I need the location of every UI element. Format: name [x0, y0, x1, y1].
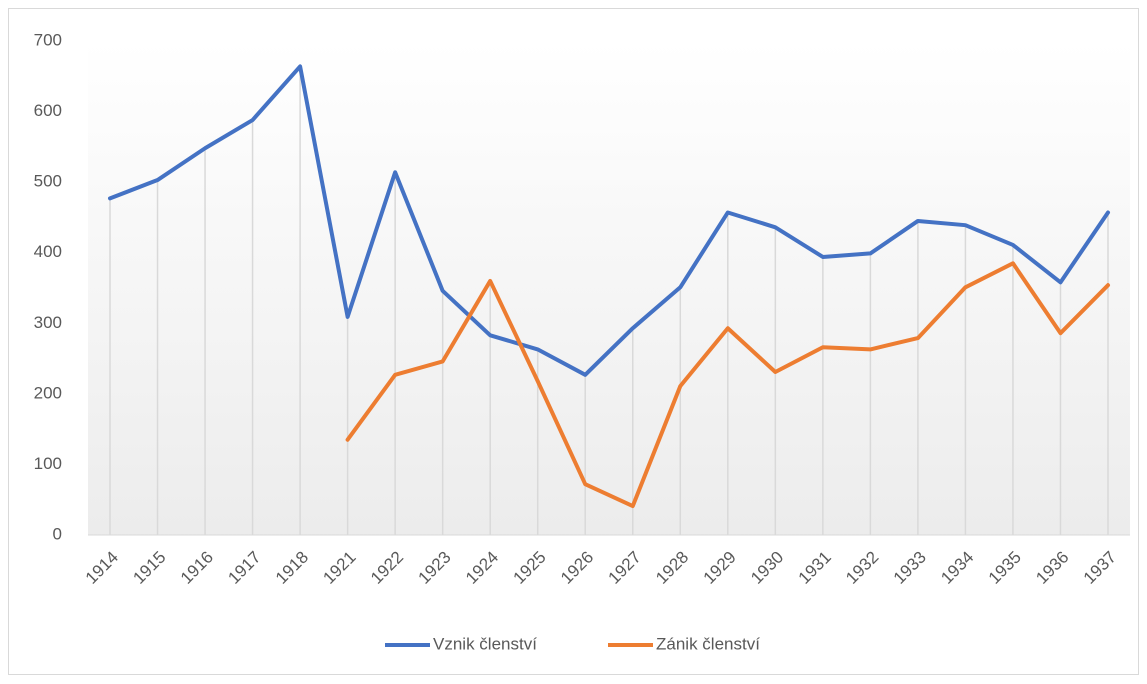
y-tick-label: 400: [34, 242, 62, 261]
series-line: [108, 64, 1110, 377]
y-tick-label: 700: [34, 30, 62, 49]
legend-label: Zánik členství: [656, 634, 760, 653]
y-tick-label: 0: [53, 524, 62, 543]
series-line: [345, 261, 1110, 509]
y-tick-label: 200: [34, 383, 62, 402]
plot-area: [88, 41, 1130, 535]
y-tick-label: 500: [34, 172, 62, 191]
y-tick-label: 300: [34, 313, 62, 332]
y-tick-label: 100: [34, 454, 62, 473]
legend-label: Vznik členství: [433, 634, 537, 653]
y-tick-label: 600: [34, 101, 62, 120]
